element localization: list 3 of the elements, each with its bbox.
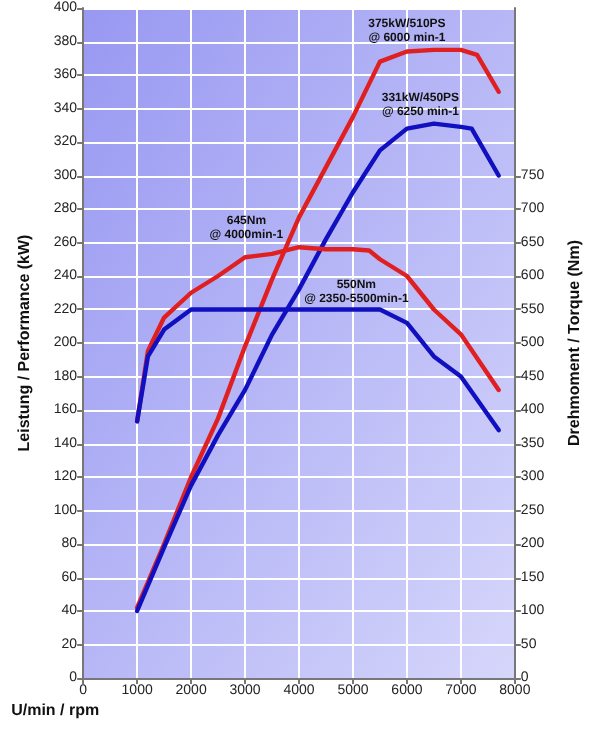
y-axis-title: Leistung / Performance (kW) — [15, 233, 33, 452]
y2-axis-title: Drehmoment / Torque (Nm) — [565, 239, 583, 446]
x-axis-title: U/min / rpm — [11, 701, 100, 719]
